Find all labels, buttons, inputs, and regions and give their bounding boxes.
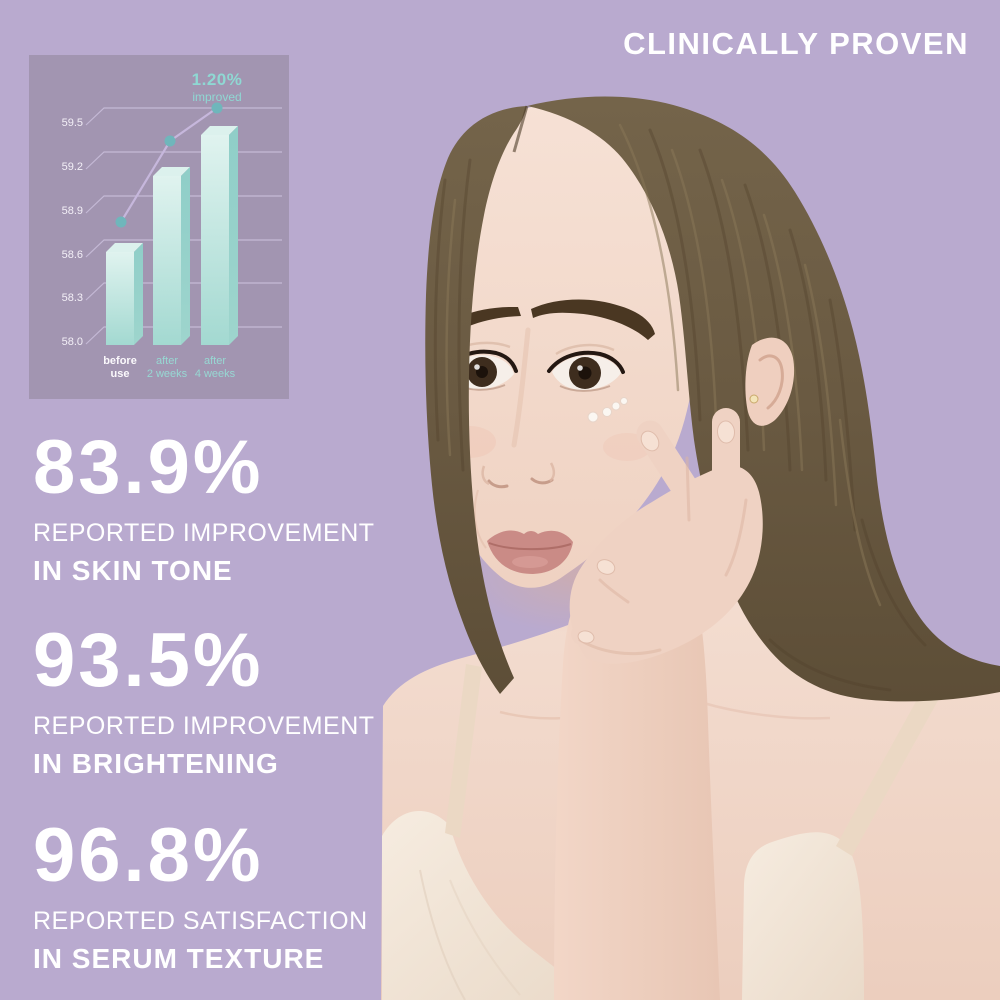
serum-dot: [611, 401, 621, 411]
stat-caption: REPORTED SATISFACTION: [33, 906, 368, 935]
eyelid-crease: [555, 343, 615, 356]
trend-dot: [164, 135, 176, 147]
lips-fill: [487, 530, 573, 574]
stat-value: 96.8%: [33, 813, 264, 898]
camisole-right-panel: [742, 832, 864, 1000]
mouth-line: [488, 542, 572, 551]
stat-caption: REPORTED IMPROVEMENT: [33, 518, 375, 547]
y-axis-tick: 59.2: [62, 161, 83, 173]
serum-dots: [587, 397, 628, 423]
y-axis-tick: 58.6: [62, 249, 83, 261]
nose-ala-left: [481, 465, 490, 486]
nose-ala-right: [549, 462, 556, 482]
serum-dot: [602, 407, 612, 417]
stat-caption-strong: IN SKIN TONE: [33, 554, 233, 586]
x-label-after-2-weeks: 2 weeks: [147, 368, 188, 380]
gridline: [85, 107, 282, 126]
lower-lash: [559, 385, 611, 392]
smile-line: [473, 489, 487, 549]
camisole-strap-right: [836, 658, 956, 856]
bar-after-4-weeks: [201, 126, 238, 345]
nose-bridge-shadow: [511, 327, 531, 448]
annotation-label: improved: [192, 90, 241, 104]
camisole-left-panel: [382, 811, 593, 1000]
serum-dot: [587, 411, 599, 423]
bar-before-use: [106, 243, 143, 345]
trend-dot: [211, 102, 223, 114]
ear-shape: [745, 337, 795, 426]
fingernail: [596, 559, 616, 575]
ear: [745, 337, 795, 426]
lips: [487, 530, 573, 574]
bar-after-2-weeks: [153, 167, 190, 345]
model-hand: [554, 408, 763, 1000]
eye-highlight: [474, 364, 480, 370]
x-axis: before use after 2 weeks after 4 weeks: [103, 355, 235, 380]
serum-dot: [620, 397, 628, 405]
y-axis-tick: 58.9: [62, 205, 83, 217]
stat-caption-strong: IN BRIGHTENING: [33, 747, 279, 779]
forearm: [554, 562, 720, 1000]
trend-dot: [115, 216, 127, 228]
eye-highlight: [577, 365, 583, 371]
lip-highlight: [512, 556, 548, 568]
y-axis-tick: 58.3: [62, 292, 83, 304]
face-skin: [431, 102, 700, 588]
right-eye: [547, 343, 625, 392]
fingernail: [640, 430, 660, 452]
nostril-left: [487, 479, 509, 489]
y-axis: 59.5 59.2 58.9 58.6 58.3 58.0: [62, 117, 83, 348]
trend-line: [115, 102, 223, 228]
annotation-value: 1.20%: [192, 70, 243, 89]
hair-dark-streaks: [433, 128, 927, 692]
x-label-after-4-weeks: 4 weeks: [195, 368, 236, 380]
x-label-before-use: before: [103, 355, 137, 367]
stat-serum-texture: 96.8% REPORTED SATISFACTION IN SERUM TEX…: [33, 813, 368, 975]
camisole-fold: [419, 869, 466, 1000]
improvement-chart: 59.5 59.2 58.9 58.6 58.3 58.0: [62, 70, 282, 380]
fingernails: [577, 420, 736, 644]
stat-value: 83.9%: [33, 425, 264, 510]
hair-part-line: [512, 105, 529, 153]
stat-value: 93.5%: [33, 618, 264, 703]
clavicle-line: [699, 700, 831, 720]
y-axis-tick: 59.5: [62, 117, 83, 129]
x-label-after-2-weeks: after: [156, 355, 178, 367]
eyebrow-right: [531, 299, 655, 340]
camisole: [382, 658, 956, 1000]
stat-brightening: 93.5% REPORTED IMPROVEMENT IN BRIGHTENIN…: [33, 618, 375, 780]
x-label-after-4-weeks: after: [204, 355, 226, 367]
clinical-chart-panel: 59.5 59.2 58.9 58.6 58.3 58.0: [29, 55, 289, 399]
chart-bars: [106, 126, 238, 345]
fingernail: [716, 420, 736, 444]
y-axis-tick: 58.0: [62, 336, 83, 348]
eyebrow-left: [433, 306, 521, 344]
nose: [481, 327, 556, 489]
ear-inner-line: [758, 354, 784, 410]
fingernail: [577, 630, 595, 644]
headline: CLINICALLY PROVEN: [623, 26, 969, 61]
camisole-strap-left: [445, 664, 482, 838]
upper-lash: [547, 350, 625, 374]
gridline: [85, 151, 282, 170]
stat-caption-strong: IN SERUM TEXTURE: [33, 942, 325, 974]
earring: [749, 394, 759, 404]
x-label-before-use: use: [111, 368, 130, 380]
camisole-fold: [449, 879, 521, 996]
pupil: [476, 366, 488, 378]
stat-skin-tone: 83.9% REPORTED IMPROVEMENT IN SKIN TONE: [33, 425, 375, 587]
stat-caption: REPORTED IMPROVEMENT: [33, 711, 375, 740]
